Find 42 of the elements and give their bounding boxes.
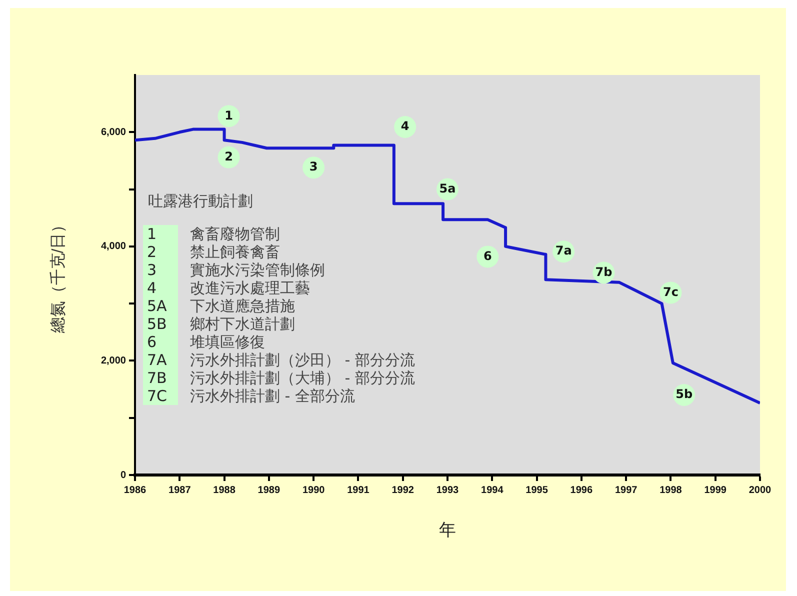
y-tick-label: 6,000 xyxy=(100,126,126,138)
x-tick-label: 1990 xyxy=(302,484,326,496)
annotation: 7c xyxy=(662,284,678,299)
y-tick-label: 2,000 xyxy=(100,355,126,366)
x-tick-label: 1993 xyxy=(436,484,460,496)
annotation: 4 xyxy=(400,119,410,134)
annotation: 3 xyxy=(309,160,318,174)
annotation: 5b xyxy=(676,387,693,402)
x-tick-label: 1994 xyxy=(481,484,504,496)
x-tick-label: 1991 xyxy=(347,484,370,496)
y-tick-label: 0 xyxy=(120,470,126,481)
x-tick-label: 1992 xyxy=(392,484,414,496)
x-tick-label: 1998 xyxy=(660,484,682,496)
text: 7C 污水外排計劃 - 全部分流 xyxy=(147,387,355,405)
x-tick-label: 1986 xyxy=(124,484,147,496)
x-tick-label: 1988 xyxy=(213,484,236,496)
x-tick-label: 2000 xyxy=(748,484,772,496)
text: 5A 下水道應急措施 xyxy=(147,297,295,315)
x-tick-label: 1996 xyxy=(570,484,593,496)
text: 5B 鄉村下水道計劃 xyxy=(147,315,295,333)
x-tick-label: 1999 xyxy=(704,484,727,496)
text: 4 改進污水處理工藝 xyxy=(147,279,310,297)
annotation: 吐露港行動計劃 xyxy=(148,192,254,211)
annotation: 2 xyxy=(224,149,233,164)
x-tick-label: 1995 xyxy=(526,484,548,496)
text: 3 實施水污染管制條例 xyxy=(147,261,325,279)
annotation: 1 xyxy=(224,108,233,122)
x-axis-title: 年 xyxy=(439,520,456,540)
text: 7B 污水外排計劃（大埔） - 部分分流 xyxy=(147,369,415,387)
text: 1 禽畜廢物管制 xyxy=(147,225,280,243)
x-tick-label: 1989 xyxy=(258,484,280,496)
x-tick-label: 1987 xyxy=(168,484,192,496)
y-tick-label: 4,000 xyxy=(100,241,126,252)
text: 6 堆填區修復 xyxy=(147,333,265,351)
text: 7A 污水外排計劃（沙田） - 部分分流 xyxy=(147,351,415,369)
text: 2 禁止飼養禽畜 xyxy=(147,243,280,261)
annotation: 7b xyxy=(595,264,613,279)
annotation: 5a xyxy=(439,181,456,196)
x-tick-label: 1997 xyxy=(614,484,638,496)
annotation: 7a xyxy=(555,244,572,258)
annotation: 6 xyxy=(484,248,492,263)
y-axis-title: 總氮（千克/日） xyxy=(49,216,68,334)
